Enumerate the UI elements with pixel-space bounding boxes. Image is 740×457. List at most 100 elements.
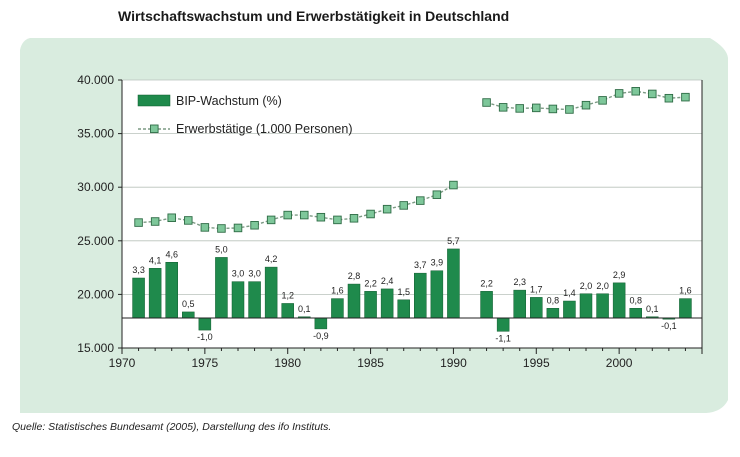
bar-value-label: 2,0 [580,281,593,291]
bar [530,297,543,319]
line-marker [316,212,326,222]
bar-value-label: 2,3 [513,277,526,287]
line-marker [565,105,574,114]
legend-label-line: Erwerbstätige (1.000 Personen) [176,122,352,136]
bar [331,298,344,319]
line-marker [532,103,541,113]
line-marker [217,224,226,233]
x-tick-label: 1975 [192,356,219,370]
legend-swatch-bar [137,94,171,107]
bar-value-label: 3,3 [132,265,145,275]
bar [563,300,576,319]
line-marker [482,98,491,107]
x-tick-label: 1970 [109,356,136,370]
bar [447,248,460,319]
bar [496,317,510,332]
line-marker [382,204,392,214]
line-marker [515,104,524,113]
bar [148,268,162,319]
line-marker [366,209,375,219]
line-marker [631,87,640,96]
bar-value-label: 0,1 [298,304,311,314]
source-note: Quelle: Statistisches Bundesamt (2005), … [12,421,332,433]
y-tick-label: 40.000 [77,73,114,87]
bar-value-label: 1,6 [331,286,344,296]
bar-value-label: 0,8 [629,295,642,305]
bar [480,291,493,319]
y-tick-label: 15.000 [77,341,114,355]
bar [264,266,278,319]
line-marker [167,213,176,223]
bar-value-label: 0,8 [547,295,560,305]
bar-value-label: 1,6 [679,286,692,296]
bar-value-label: -1,1 [495,333,511,343]
y-tick-label: 20.000 [77,287,114,301]
bar-value-label: 5,7 [447,236,460,246]
bar-value-label: 3,9 [431,258,444,268]
bar [397,299,410,319]
bar [281,303,294,319]
bar [679,298,692,319]
series-line [138,184,454,230]
bar [380,288,394,319]
bar [546,308,560,319]
x-tick-label: 2000 [606,356,633,370]
bar [248,281,261,319]
bar [596,293,609,319]
line-marker [598,96,607,105]
bar-value-label: -1,0 [197,332,213,342]
x-tick-label: 1980 [274,356,301,370]
axes: 15.000 20.000 25.000 30.000 35.000 40.000 1970… [77,73,703,370]
line-marker [432,190,442,199]
bar-value-label: -0,1 [661,321,677,331]
bar-value-label: 2,0 [596,281,609,291]
legend: BIP-Wachstum (%) Erwerbstätige (1.000 Per… [137,94,352,136]
bar-value-label: 1,2 [281,290,294,300]
bar [231,281,245,319]
chart-title: Wirtschaftswachstum und Erwerbstätigkeit… [118,8,510,24]
bar-value-label: 5,0 [215,244,228,254]
bar [414,272,427,319]
bar-value-label: 4,1 [149,255,162,265]
bar-value-label: 2,8 [348,271,361,281]
line-series [134,87,690,233]
line-marker [399,201,408,210]
bar [629,308,642,319]
bar-value-label: 2,4 [381,276,394,286]
line-marker [134,218,143,227]
y-tick-label: 30.000 [77,180,114,194]
bar-value-label: 3,0 [232,269,245,279]
bar-value-label: 1,4 [563,288,576,298]
line-marker [548,104,558,114]
bar-value-label: 0,1 [646,304,659,314]
bar [513,289,526,319]
line-marker [648,89,657,99]
bar-value-label: 3,7 [414,260,427,270]
line-marker [416,196,425,205]
bar [430,270,444,319]
bar-value-label: 2,2 [480,278,493,288]
line-marker [349,214,359,223]
bar-value-label: 1,5 [397,287,410,297]
bar [198,317,212,331]
y-tick-label: 25.000 [77,234,114,248]
x-tick-label: 1985 [357,356,384,370]
bar [364,291,377,319]
bar-value-label: 1,7 [530,284,543,294]
bar [612,282,626,319]
line-marker [614,89,624,98]
bar-value-label: 2,2 [364,278,377,288]
bar-value-label: -0,9 [313,331,329,341]
line-marker [333,215,342,225]
line-marker [449,180,458,190]
legend-label-bar: BIP-Wachstum (%) [176,94,282,108]
line-marker [300,210,309,220]
x-tick-label: 1995 [523,356,550,370]
bar [182,311,195,319]
legend-swatch-marker [150,124,159,134]
bar [165,262,178,319]
bar-value-label: 3,0 [248,269,261,279]
x-tick-label: 1990 [440,356,467,370]
line-marker [150,217,160,226]
